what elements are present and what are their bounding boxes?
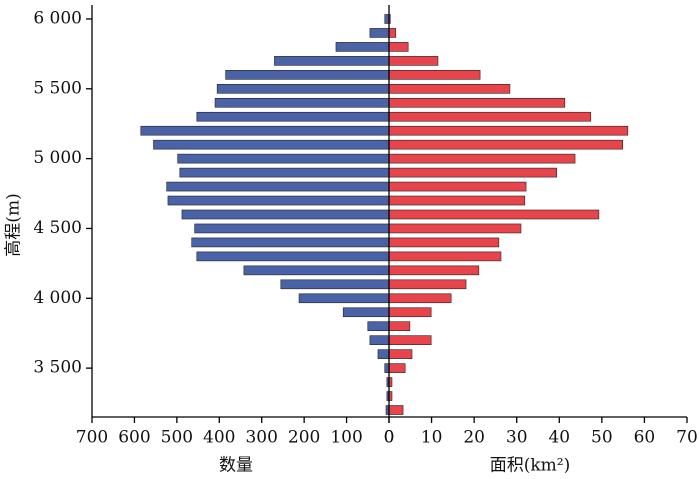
x-tick-label: 0 bbox=[384, 428, 395, 448]
x-tick-label: 700 bbox=[76, 428, 108, 448]
y-tick-label: 6 000 bbox=[33, 8, 82, 28]
x-tick-label: 70 bbox=[676, 428, 698, 448]
y-tick-label: 3 500 bbox=[33, 358, 82, 378]
x-tick-label: 300 bbox=[245, 428, 277, 448]
bar bbox=[388, 83, 511, 94]
bar bbox=[388, 153, 576, 164]
bar bbox=[194, 223, 390, 234]
bar bbox=[388, 28, 397, 38]
bar bbox=[274, 56, 390, 66]
bar bbox=[280, 279, 390, 290]
bar bbox=[191, 237, 390, 248]
bar bbox=[388, 181, 527, 192]
bar bbox=[388, 251, 502, 262]
x-tick-label: 600 bbox=[118, 428, 150, 448]
x-tick-label: 20 bbox=[463, 428, 485, 448]
bar bbox=[369, 28, 390, 38]
bar bbox=[388, 167, 558, 178]
bar bbox=[388, 56, 439, 66]
x-axis-label-left: 数量 bbox=[219, 456, 253, 476]
bar bbox=[388, 195, 526, 206]
bar bbox=[167, 195, 390, 206]
y-tick-label: 4 500 bbox=[33, 218, 82, 238]
x-tick-label: 0 bbox=[384, 428, 395, 448]
bar bbox=[367, 321, 390, 332]
x-axis-label-right: 面积(km²) bbox=[490, 456, 571, 476]
bar bbox=[388, 405, 404, 415]
bar bbox=[214, 97, 390, 108]
y-axis-label: 高程(m) bbox=[4, 193, 24, 256]
x-tick-label: 30 bbox=[506, 428, 528, 448]
bar bbox=[388, 349, 413, 359]
x-tick-label: 500 bbox=[161, 428, 193, 448]
bar bbox=[388, 363, 406, 373]
x-tick-label: 60 bbox=[634, 428, 656, 448]
bar bbox=[388, 111, 592, 122]
x-tick-label: 200 bbox=[288, 428, 320, 448]
bar bbox=[377, 349, 390, 359]
bar bbox=[140, 125, 390, 136]
bar bbox=[225, 70, 390, 80]
bar bbox=[298, 293, 390, 304]
y-tick-label: 5 500 bbox=[33, 78, 82, 98]
x-tick-label: 100 bbox=[330, 428, 362, 448]
bar bbox=[216, 83, 390, 94]
bar bbox=[369, 335, 390, 345]
bar bbox=[388, 237, 500, 248]
bar bbox=[153, 139, 390, 150]
bar bbox=[196, 251, 390, 262]
bar bbox=[388, 293, 452, 304]
y-tick-label: 5 000 bbox=[33, 148, 82, 168]
bar bbox=[166, 181, 390, 192]
bar bbox=[388, 139, 624, 150]
bar bbox=[388, 42, 409, 52]
bar bbox=[388, 321, 411, 332]
bar bbox=[388, 70, 481, 80]
bar bbox=[388, 209, 600, 220]
bar bbox=[196, 111, 390, 122]
bar bbox=[181, 209, 390, 220]
x-tick-label: 50 bbox=[591, 428, 613, 448]
bar bbox=[388, 223, 522, 234]
x-tick-label: 400 bbox=[203, 428, 235, 448]
bar bbox=[388, 97, 566, 108]
bar bbox=[179, 167, 390, 178]
bar bbox=[177, 153, 390, 164]
bar bbox=[388, 307, 432, 318]
bar bbox=[388, 265, 480, 276]
y-tick-label: 4 000 bbox=[33, 288, 82, 308]
bar bbox=[335, 42, 390, 52]
bar bbox=[388, 125, 629, 136]
bar bbox=[388, 335, 432, 345]
x-tick-label: 10 bbox=[421, 428, 443, 448]
x-tick-label: 40 bbox=[548, 428, 570, 448]
bar bbox=[342, 307, 390, 318]
bar bbox=[243, 265, 390, 276]
bar bbox=[388, 279, 467, 290]
